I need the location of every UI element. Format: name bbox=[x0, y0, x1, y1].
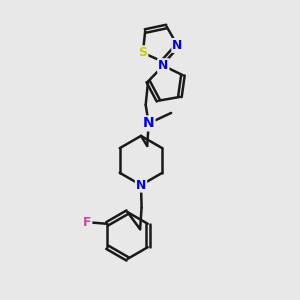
Text: N: N bbox=[143, 116, 154, 130]
Text: N: N bbox=[172, 39, 183, 52]
Text: F: F bbox=[83, 216, 92, 229]
Text: N: N bbox=[136, 178, 146, 192]
Text: N: N bbox=[158, 59, 169, 72]
Text: S: S bbox=[138, 46, 147, 59]
